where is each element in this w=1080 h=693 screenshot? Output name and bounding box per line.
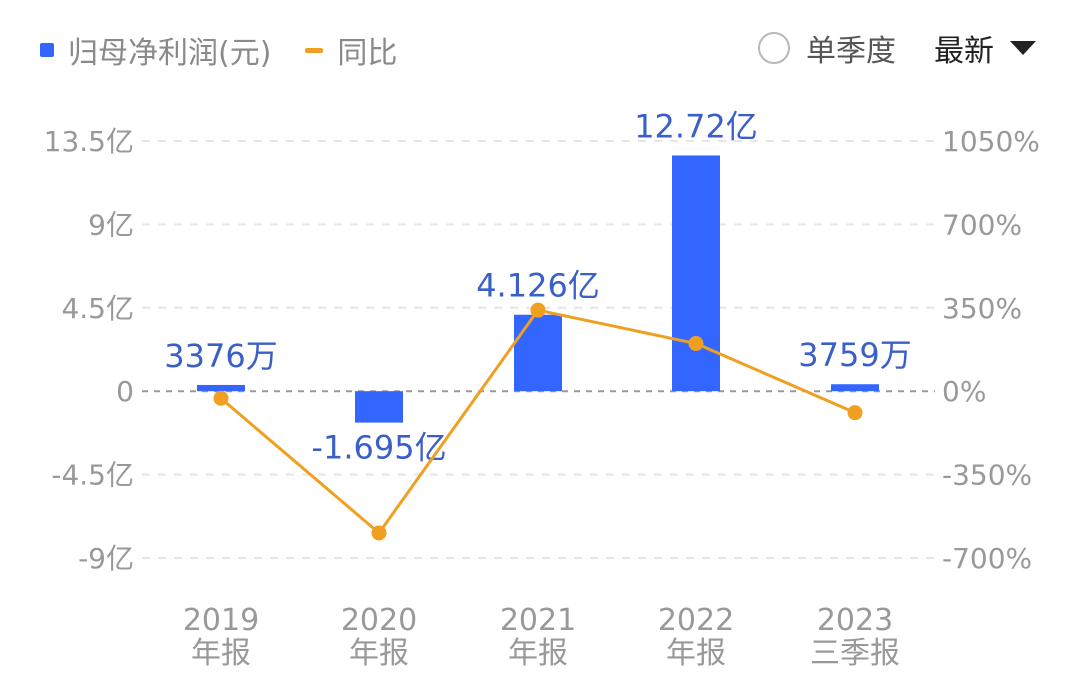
x-tick-label: 2022: [658, 603, 734, 638]
x-tick-sublabel: 年报: [349, 636, 409, 671]
y-left-tick-label: 13.5亿: [44, 125, 134, 158]
bar: [831, 384, 879, 392]
yoy-point: [213, 390, 229, 406]
y-left-tick-label: 0: [116, 375, 134, 408]
y-right-tick-label: -350%: [942, 459, 1032, 492]
chart-controls: 单季度 最新: [758, 26, 1036, 70]
x-tick-label: 2019: [183, 603, 259, 638]
yoy-point: [688, 336, 704, 352]
chart-legend: 归母净利润(元) 同比: [40, 28, 431, 72]
yoy-point: [371, 525, 387, 541]
y-left-tick-label: 4.5亿: [61, 292, 134, 325]
bar-data-label: 12.72亿: [634, 107, 758, 145]
bar: [672, 155, 720, 392]
bar: [514, 314, 562, 392]
x-tick-label: 2020: [341, 603, 417, 638]
legend-swatch-line: [305, 47, 324, 53]
yoy-point: [530, 302, 546, 318]
y-right-tick-label: 350%: [942, 292, 1022, 325]
legend-item-yoy[interactable]: 同比: [305, 28, 397, 72]
x-tick-sublabel: 三季报: [810, 636, 900, 671]
y-left-tick-label: 9亿: [88, 208, 134, 241]
quarter-radio[interactable]: [758, 32, 790, 64]
y-right-tick-label: -700%: [942, 542, 1032, 575]
legend-item-net-profit[interactable]: 归母净利润(元): [40, 28, 271, 72]
latest-dropdown-label[interactable]: 最新: [934, 34, 994, 69]
y-right-tick-label: 700%: [942, 208, 1022, 241]
bar: [355, 391, 403, 423]
x-tick-sublabel: 年报: [191, 636, 251, 671]
y-right-tick-label: 1050%: [942, 125, 1040, 158]
y-right-tick-label: 0%: [942, 375, 986, 408]
x-tick-label: 2021: [500, 603, 576, 638]
bar-data-label: 3376万: [164, 337, 277, 375]
bar-data-label: 3759万: [798, 336, 911, 374]
chevron-down-icon[interactable]: [1010, 41, 1036, 55]
bar-data-label: 4.126亿: [476, 267, 600, 305]
x-tick-sublabel: 年报: [666, 636, 726, 671]
legend-label-net-profit: 归母净利润(元): [68, 36, 272, 71]
x-tick-sublabel: 年报: [508, 636, 568, 671]
quarter-label[interactable]: 单季度: [806, 34, 896, 69]
y-left-tick-label: -4.5亿: [51, 459, 134, 492]
bar: [197, 384, 245, 392]
legend-label-yoy: 同比: [337, 36, 398, 71]
x-tick-label: 2023: [817, 603, 893, 638]
yoy-point: [847, 405, 863, 421]
y-left-tick-label: -9亿: [78, 542, 134, 575]
legend-swatch-bar: [40, 43, 54, 57]
bar-data-label: -1.695亿: [311, 429, 446, 467]
